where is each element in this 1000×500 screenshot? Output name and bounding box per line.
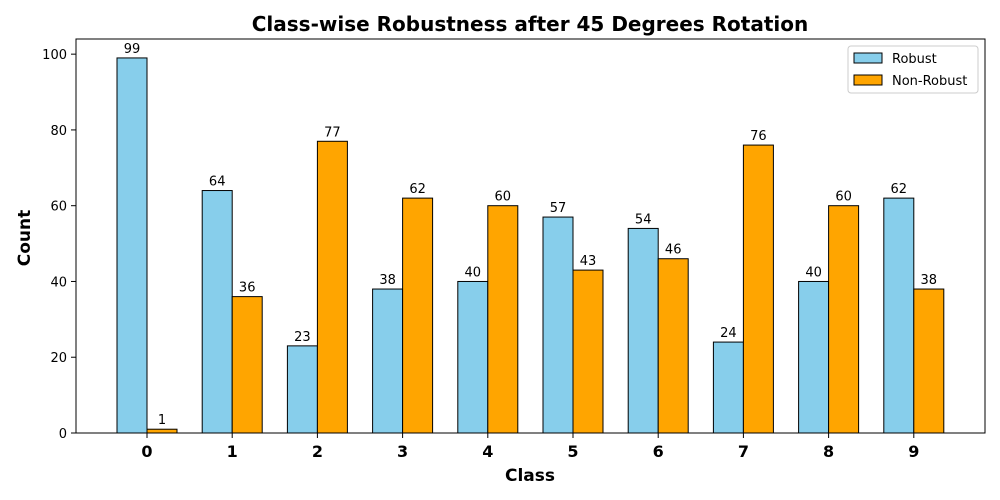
y-tick-label: 60: [50, 200, 67, 215]
data-label: 62: [409, 182, 426, 197]
bar-robust-6: [627, 227, 659, 434]
x-tick-label: 4: [482, 442, 493, 461]
x-tick-label: 9: [908, 442, 919, 461]
bar-non-robust-8: [828, 205, 860, 434]
x-tick-label: 7: [738, 442, 749, 461]
data-label: 57: [550, 201, 567, 216]
data-label: 60: [495, 190, 512, 205]
data-label: 38: [921, 273, 938, 288]
bar-robust-5: [542, 216, 574, 434]
y-tick-label: 20: [50, 351, 67, 366]
data-label: 36: [239, 281, 256, 296]
data-label: 1: [158, 413, 166, 428]
bar-robust-3: [372, 288, 404, 434]
data-label: 23: [294, 330, 311, 345]
data-label: 60: [835, 190, 852, 205]
chart-title: Class-wise Robustness after 45 Degrees R…: [252, 12, 809, 36]
data-label: 54: [635, 212, 652, 227]
data-label: 77: [324, 125, 341, 140]
bar-robust-2: [286, 345, 318, 434]
plot-frame: [75, 38, 986, 434]
bar-non-robust-9: [913, 288, 945, 434]
bar-non-robust-3: [402, 197, 434, 434]
bar-robust-8: [798, 280, 830, 434]
data-label: 76: [750, 129, 767, 144]
legend-swatch: [853, 52, 883, 64]
data-label: 62: [891, 182, 908, 197]
legend-label: Non-Robust: [892, 74, 967, 89]
plot-area: 9964233840575424406213677626043467660380…: [42, 38, 986, 461]
bar-robust-4: [457, 280, 489, 434]
data-label: 40: [805, 265, 822, 280]
y-tick-label: 100: [42, 48, 67, 63]
y-tick-label: 40: [50, 275, 67, 290]
legend-label: Robust: [892, 52, 937, 67]
bar-non-robust-5: [572, 269, 604, 434]
bar-robust-0: [116, 57, 148, 434]
data-label: 38: [379, 273, 396, 288]
x-axis-label: Class: [505, 466, 555, 486]
bar-non-robust-0: [146, 428, 178, 434]
legend-swatch: [853, 74, 883, 86]
bar-robust-7: [712, 341, 744, 434]
y-tick-label: 80: [50, 124, 67, 139]
bar-non-robust-4: [487, 205, 519, 434]
bar-robust-9: [883, 197, 915, 434]
data-label: 24: [720, 326, 737, 341]
bar-non-robust-1: [231, 296, 263, 434]
x-tick-label: 2: [312, 442, 323, 461]
bar-non-robust-2: [316, 140, 348, 434]
x-tick-label: 8: [823, 442, 834, 461]
bar-non-robust-7: [742, 144, 774, 434]
data-label: 40: [465, 265, 482, 280]
data-label: 43: [580, 254, 597, 269]
x-tick-label: 1: [227, 442, 238, 461]
y-tick-label: 0: [59, 427, 67, 442]
x-tick-label: 6: [653, 442, 664, 461]
y-axis-label: Count: [15, 210, 35, 267]
data-label: 64: [209, 175, 226, 190]
x-tick-label: 0: [141, 442, 152, 461]
data-label: 99: [124, 42, 141, 57]
data-label: 46: [665, 243, 682, 258]
bar-non-robust-6: [657, 258, 689, 434]
x-tick-label: 5: [567, 442, 578, 461]
x-tick-label: 3: [397, 442, 408, 461]
legend: Robust Non-Robust: [847, 45, 979, 94]
bar-robust-1: [201, 190, 233, 434]
